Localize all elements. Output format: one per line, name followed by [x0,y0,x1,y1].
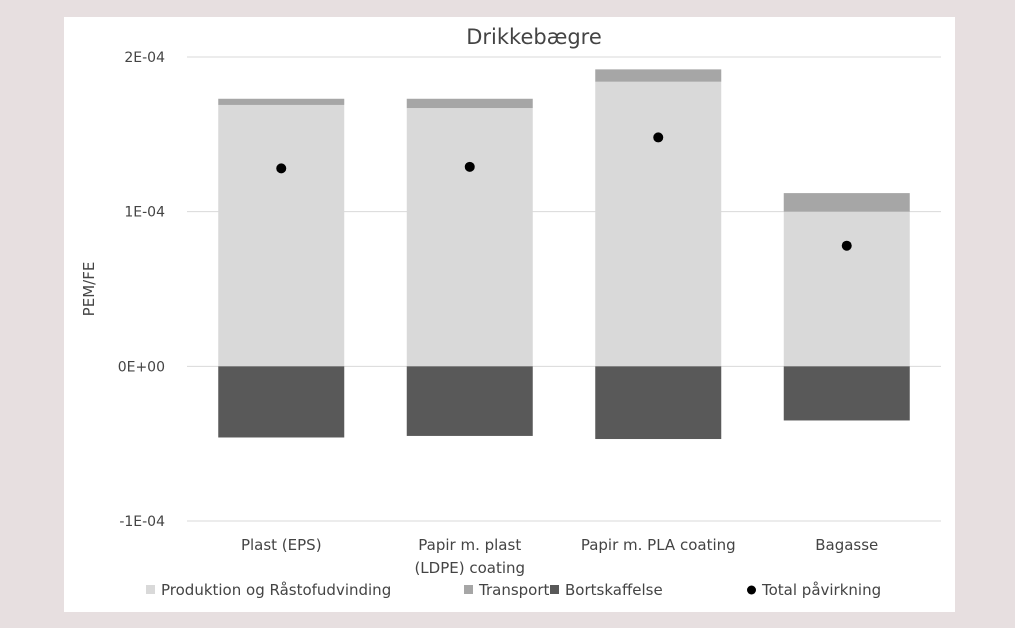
legend-label: Transport [478,581,550,599]
bar-segment [595,69,722,82]
legend-swatch [464,585,473,594]
bar-segment [595,366,722,440]
y-axis-label: PEM/FE [80,262,98,317]
y-tick-labels: 2E-04 1E-04 0E+00 -1E-04 [118,50,165,530]
chart-title: Drikkebægre [466,25,602,49]
chart-panel: Drikkebægre 2E-04 1E-04 0E+00 -1E-04 PEM/FE… [64,17,955,612]
legend: Produktion og Råstofudvinding Transport Bo… [146,581,881,599]
bars [218,69,910,440]
bar-segment [218,104,345,367]
bar-segment [783,211,910,367]
y-tick-label: -1E-04 [119,514,165,530]
bar-segment [406,98,533,109]
x-tick-label: Bagasse [815,536,878,554]
y-tick-label: 2E-04 [124,50,165,66]
chart: Drikkebægre 2E-04 1E-04 0E+00 -1E-04 PEM/FE… [80,25,941,599]
x-tick-label: (LDPE) coating [414,559,525,577]
y-tick-label: 0E+00 [118,359,165,375]
total-markers [276,132,852,251]
total-point [276,163,287,174]
bar-segment [406,108,533,367]
legend-label: Produktion og Råstofudvinding [161,581,391,599]
legend-label: Bortskaffelse [565,581,663,599]
x-tick-labels: Plast (EPS) Papir m. plast (LDPE) coating P… [241,536,878,577]
bar-segment [218,366,345,438]
total-point [841,240,852,251]
total-point [464,161,475,172]
legend-swatch [146,585,155,594]
bar-segment [595,81,722,367]
total-point [653,132,664,143]
bar-segment [783,193,910,212]
legend-label: Total påvirkning [761,581,881,599]
x-tick-label: Papir m. plast [418,536,521,554]
y-tick-label: 1E-04 [124,205,165,221]
bar-segment [218,98,345,105]
bar-segment [406,366,533,436]
bar-segment [783,366,910,421]
legend-swatch [550,585,559,594]
x-tick-label: Papir m. PLA coating [581,536,736,554]
x-tick-label: Plast (EPS) [241,536,322,554]
legend-swatch [747,585,756,595]
